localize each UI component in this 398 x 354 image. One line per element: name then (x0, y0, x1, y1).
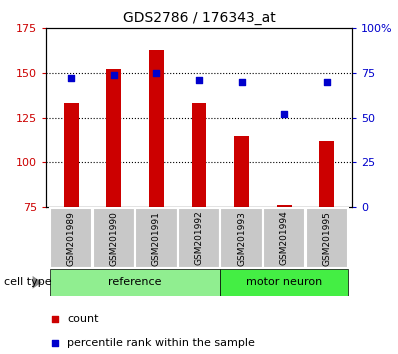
Text: GSM201992: GSM201992 (195, 211, 203, 266)
Polygon shape (33, 276, 42, 289)
FancyBboxPatch shape (135, 208, 178, 268)
Text: percentile rank within the sample: percentile rank within the sample (67, 338, 255, 348)
FancyBboxPatch shape (50, 269, 220, 296)
FancyBboxPatch shape (306, 208, 348, 268)
Point (68, 75, 74, 81)
Text: GSM201989: GSM201989 (67, 211, 76, 266)
Bar (191, 103, 207, 207)
FancyBboxPatch shape (93, 208, 135, 268)
FancyBboxPatch shape (263, 208, 305, 268)
Point (238, 79, 245, 85)
Point (153, 70, 160, 76)
Text: GSM201991: GSM201991 (152, 211, 161, 266)
Point (52, 316, 58, 321)
Text: reference: reference (108, 277, 162, 287)
Text: GSM201995: GSM201995 (322, 211, 331, 266)
Point (281, 111, 287, 117)
Point (111, 72, 117, 78)
Text: cell type: cell type (4, 277, 52, 287)
FancyBboxPatch shape (178, 208, 220, 268)
FancyBboxPatch shape (220, 208, 263, 268)
Text: GSM201993: GSM201993 (237, 211, 246, 266)
Point (196, 77, 202, 83)
Bar (234, 136, 249, 207)
FancyBboxPatch shape (50, 208, 92, 268)
Point (324, 79, 330, 85)
Point (52, 341, 58, 346)
Text: GSM201994: GSM201994 (280, 211, 289, 266)
Text: count: count (67, 314, 99, 324)
Bar (319, 141, 334, 207)
Bar (106, 69, 121, 207)
Bar (64, 103, 79, 207)
Text: GDS2786 / 176343_at: GDS2786 / 176343_at (123, 11, 275, 25)
Bar (277, 205, 292, 207)
FancyBboxPatch shape (220, 269, 348, 296)
Text: GSM201990: GSM201990 (109, 211, 118, 266)
Text: motor neuron: motor neuron (246, 277, 322, 287)
Bar (149, 50, 164, 207)
